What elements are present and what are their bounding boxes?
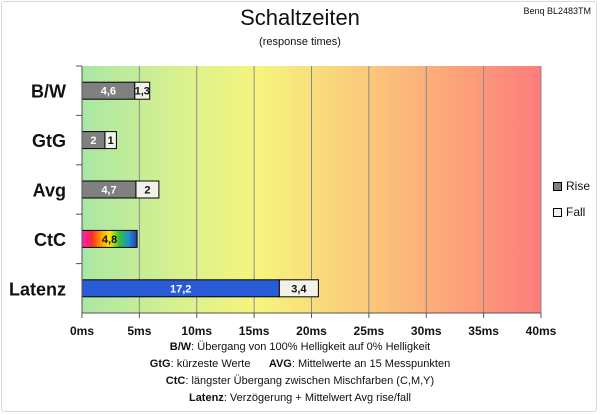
x-tick-label: 20ms xyxy=(296,324,327,338)
category-label: Avg xyxy=(33,181,66,201)
category-label: Latenz xyxy=(9,279,66,299)
category-label: CtC xyxy=(34,230,66,250)
bar-fall-label: 1 xyxy=(108,135,114,147)
legend-label-rise: Rise xyxy=(566,179,591,193)
bar-fall-label: 1,3 xyxy=(135,86,150,98)
chart-subtitle: (response times) xyxy=(259,36,341,48)
bar-fall xyxy=(134,81,151,100)
footnote-line: CtC: längster Übergang zwischen Mischfar… xyxy=(0,375,600,387)
x-tick-label: 35ms xyxy=(468,324,499,338)
legend-swatch-rise xyxy=(553,181,562,191)
bar-fall xyxy=(278,279,319,298)
x-tick-label: 0ms xyxy=(70,324,94,338)
footnote-key: Latenz xyxy=(188,392,224,404)
footnote-key: B/W xyxy=(169,341,192,353)
bar-fall xyxy=(135,180,160,199)
bar-fall-label: 3,4 xyxy=(291,283,307,295)
legend-item-rise: Rise xyxy=(553,179,590,193)
x-tick-label: 10ms xyxy=(181,324,212,338)
category-label: B/W xyxy=(31,82,66,102)
category-label: GtG xyxy=(32,131,66,151)
x-tick-label: 40ms xyxy=(526,324,557,338)
legend-item-fall: Fall xyxy=(553,205,585,219)
chart-title: Schaltzeiten xyxy=(240,5,360,30)
footnote-text: : längster Übergang zwischen Mischfarben… xyxy=(185,375,435,387)
bar-rise-label: 17,2 xyxy=(170,283,191,295)
bar-rise-label: 4,8 xyxy=(102,234,117,246)
footnote-text: : Mittelwerte an 15 Messpunkten xyxy=(291,358,451,370)
x-tick-label: 15ms xyxy=(239,324,270,338)
footnote-text: : Übergang von 100% Helligkeit auf 0% He… xyxy=(191,341,431,353)
bar-fall xyxy=(104,131,117,150)
footnote-key: AVG xyxy=(268,358,292,370)
footnote-line: Latenz: Verzögerung + Mittelwert Avg ris… xyxy=(0,392,600,404)
bar-fall-label: 2 xyxy=(144,185,150,197)
bar-rise-label: 4,7 xyxy=(101,185,116,197)
footnote-key: GtG xyxy=(149,358,171,370)
legend-swatch-fall xyxy=(553,207,562,217)
footnote-key: CtC xyxy=(165,375,186,387)
bar-rise-label: 4,6 xyxy=(101,86,116,98)
legend-label-fall: Fall xyxy=(566,205,586,219)
bar-rise-label: 2 xyxy=(90,135,96,147)
footnote-line: B/W: Übergang von 100% Helligkeit auf 0%… xyxy=(0,341,600,353)
x-tick-label: 30ms xyxy=(411,324,442,338)
footnote-text: : Verzögerung + Mittelwert Avg rise/fall xyxy=(223,392,412,404)
monitor-model: Benq BL2483TM xyxy=(523,6,591,16)
x-tick-label: 25ms xyxy=(354,324,385,338)
footnote-text: : kürzeste Werte xyxy=(170,358,251,370)
footnote-line: GtG: kürzeste Werte AVG: Mittelwerte an … xyxy=(0,358,600,370)
x-tick-label: 5ms xyxy=(127,324,151,338)
